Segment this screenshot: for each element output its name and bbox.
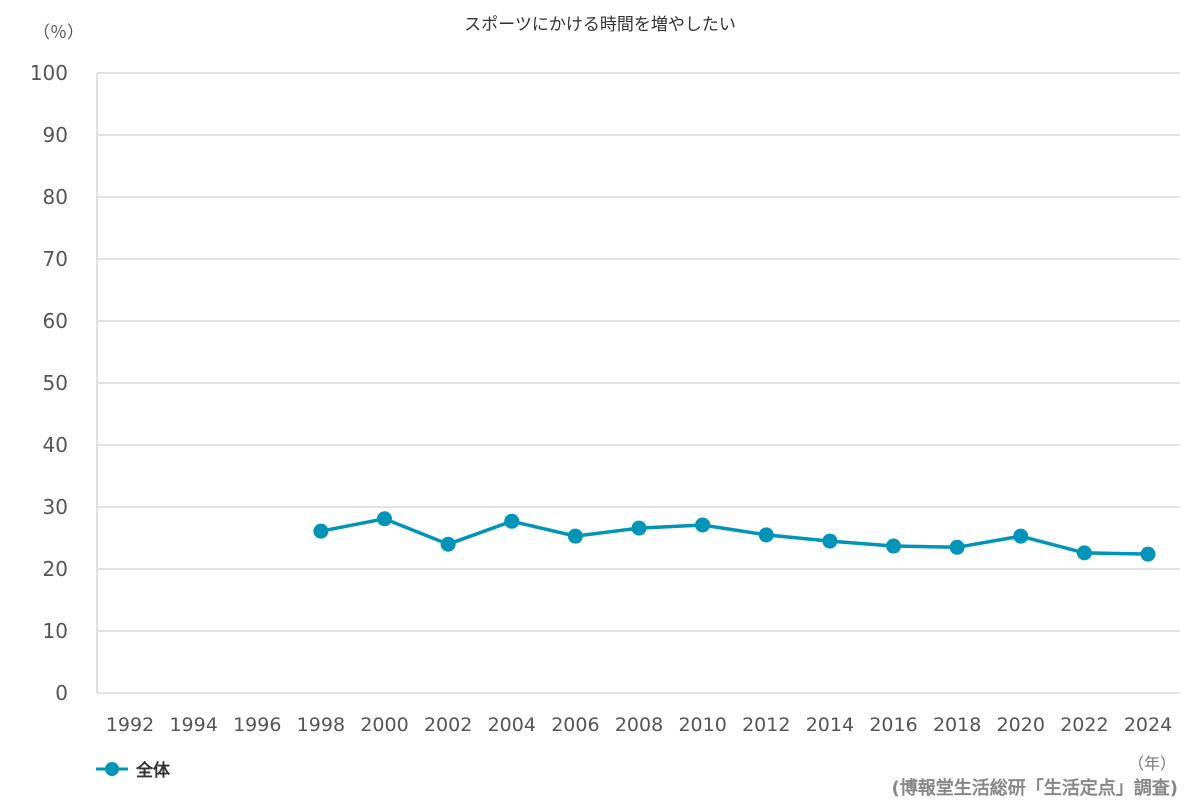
- series-line: [320, 516, 1149, 556]
- x-tick-label: 2000: [360, 714, 408, 736]
- data-point: [567, 528, 583, 544]
- y-tick-label: 100: [30, 61, 68, 85]
- x-tick-label: 2016: [869, 714, 917, 736]
- y-tick-label: 70: [43, 247, 68, 271]
- source-note: (博報堂生活総研「生活定点」調査): [891, 778, 1178, 799]
- y-tick-label: 10: [43, 619, 68, 643]
- data-point: [695, 517, 711, 533]
- x-tick-label: 2010: [678, 714, 726, 736]
- x-tick-label: 2020: [997, 714, 1045, 736]
- y-tick-label: 80: [43, 185, 68, 209]
- y-tick-label: 20: [43, 557, 68, 581]
- data-point: [949, 539, 965, 555]
- legend-marker-icon: [96, 761, 128, 776]
- data-point: [504, 513, 520, 529]
- legend-label: 全体: [136, 761, 170, 781]
- x-tick-label: 2022: [1060, 714, 1108, 736]
- data-point: [313, 523, 329, 539]
- legend: 全体: [96, 756, 170, 781]
- data-point: [758, 527, 774, 543]
- y-tick-label: 40: [43, 433, 68, 457]
- x-tick-label: 2024: [1124, 714, 1172, 736]
- x-tick-label: 1998: [297, 714, 345, 736]
- y-tick-label: 50: [43, 371, 68, 395]
- y-tick-label: 30: [43, 495, 68, 519]
- x-tick-label: 2002: [424, 714, 472, 736]
- chart-title: スポーツにかける時間を増やしたい: [464, 15, 736, 35]
- x-tick-label: 1994: [169, 714, 217, 736]
- x-tick-label: 1996: [233, 714, 281, 736]
- data-point: [1140, 546, 1156, 562]
- data-point: [822, 533, 838, 549]
- x-tick-label: 2018: [933, 714, 981, 736]
- x-tick-label: 1992: [106, 714, 154, 736]
- x-tick-label: 2006: [551, 714, 599, 736]
- y-tick-label: 60: [43, 309, 68, 333]
- y-tick-label: 90: [43, 123, 68, 147]
- data-point: [377, 511, 392, 527]
- x-tick-label: 2004: [488, 714, 536, 736]
- x-tick-label: 2012: [742, 714, 790, 736]
- x-axis-unit: （年）: [1127, 754, 1176, 773]
- x-tick-label: 2008: [615, 714, 663, 736]
- data-point: [1076, 545, 1092, 561]
- data-point: [1013, 528, 1029, 544]
- x-tick-label: 2014: [806, 714, 854, 736]
- y-tick-label: 0: [55, 681, 68, 705]
- data-point: [631, 520, 647, 536]
- y-axis-unit: （％）: [33, 23, 84, 43]
- data-point: [440, 536, 456, 552]
- data-point: [886, 538, 901, 554]
